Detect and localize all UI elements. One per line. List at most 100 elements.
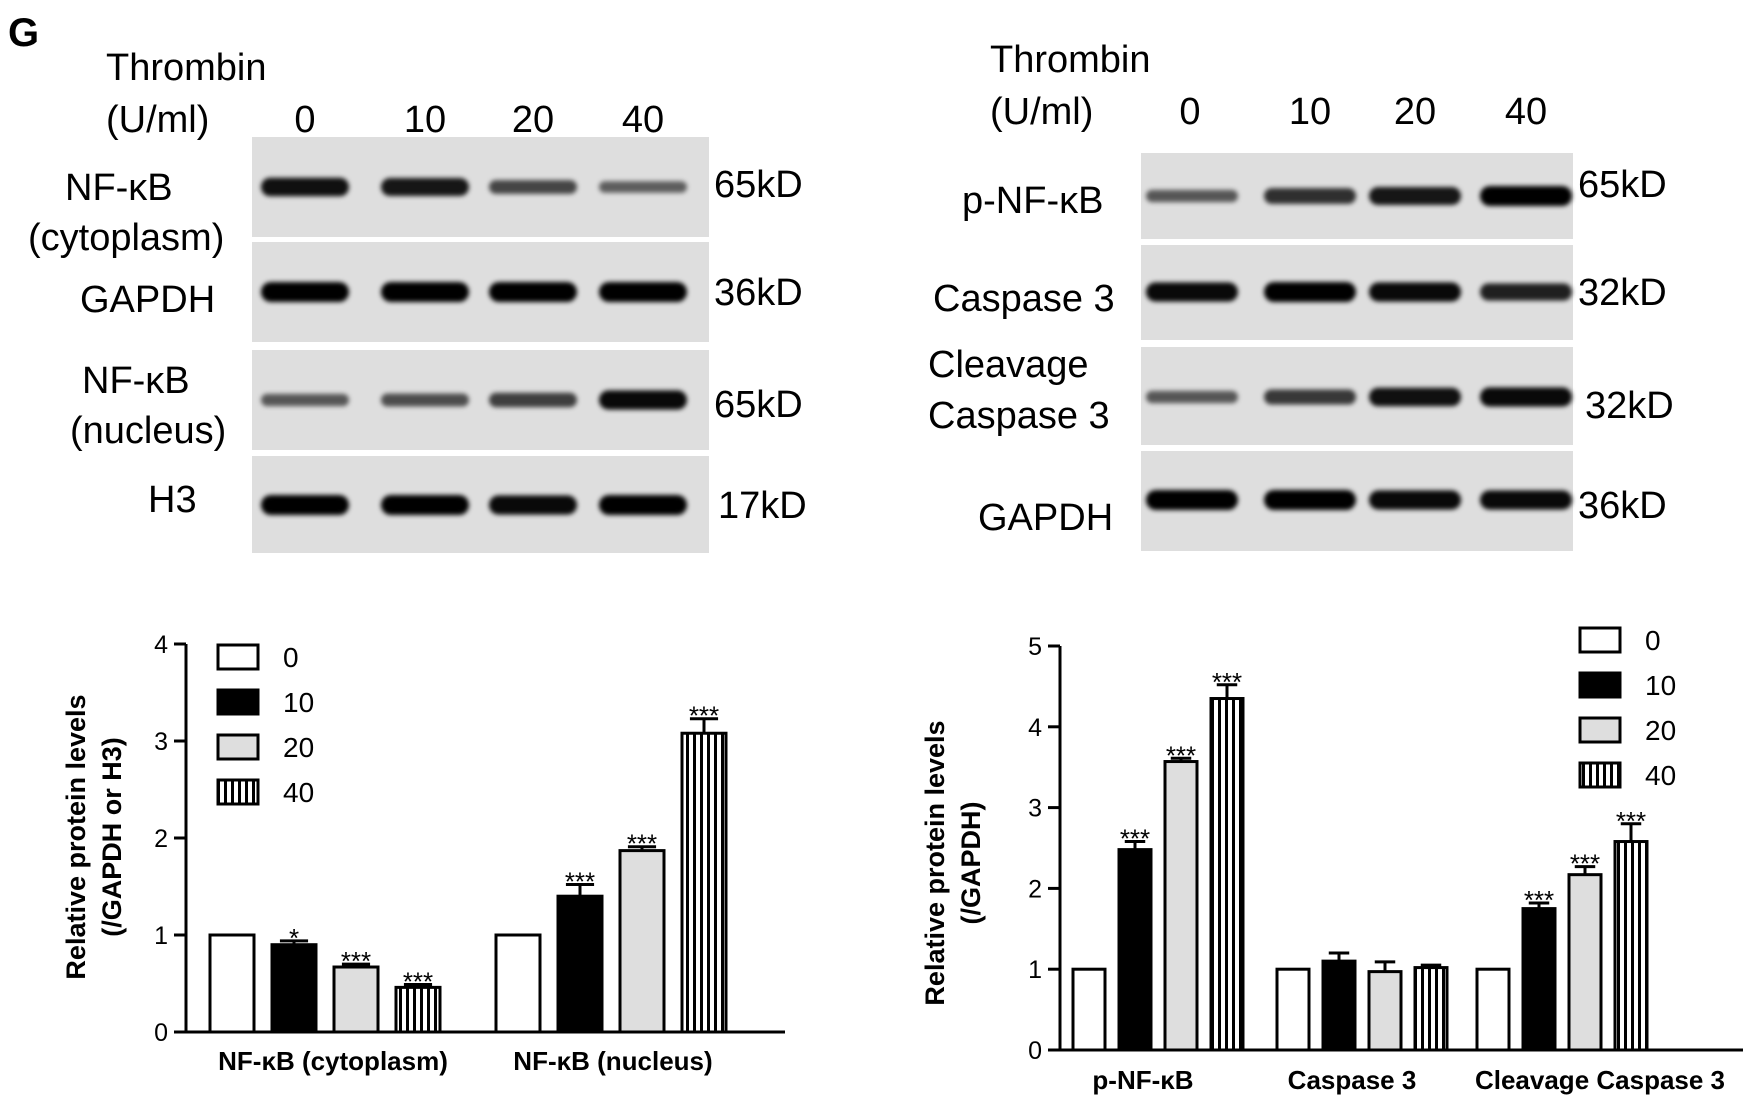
panel-label: G — [8, 11, 39, 55]
blot-row-label: NF-κB — [65, 167, 173, 209]
blot-band — [599, 390, 687, 410]
blot-row-label: (cytoplasm) — [28, 217, 224, 259]
blot-band — [381, 495, 469, 515]
legend-label: 40 — [1645, 760, 1676, 791]
blot-band — [489, 392, 577, 408]
left-blot-lane-label: 10 — [404, 99, 446, 141]
y-tick-label: 2 — [1028, 875, 1042, 903]
legend-swatch — [1578, 671, 1622, 699]
blot-band — [489, 180, 577, 194]
blot-row-label: GAPDH — [978, 497, 1113, 539]
blot-row-label: Caspase 3 — [933, 278, 1115, 320]
bar — [1071, 967, 1107, 1052]
bar — [1117, 848, 1153, 1052]
significance-label: *** — [1212, 667, 1242, 697]
bar — [332, 965, 380, 1034]
y-tick-label: 5 — [1028, 633, 1042, 661]
bar — [494, 933, 542, 1034]
category-label: Caspase 3 — [1288, 1065, 1417, 1095]
legend-label: 40 — [283, 777, 314, 808]
blot-band — [1146, 189, 1238, 203]
significance-label: *** — [1570, 849, 1600, 879]
y-tick-label: 0 — [154, 1019, 168, 1047]
bar — [208, 933, 256, 1034]
blot-row-caspase3: Caspase 3 32kD — [933, 245, 1667, 340]
left-blot-lane-label: 0 — [294, 99, 315, 141]
significance-label: *** — [1616, 806, 1646, 836]
blot-size-label: 65kD — [1578, 164, 1667, 206]
blot-band — [489, 282, 577, 302]
legend-swatch — [216, 688, 260, 716]
legend-swatch — [216, 733, 260, 761]
bar — [1521, 907, 1557, 1052]
bar — [618, 849, 666, 1034]
significance-label: *** — [403, 966, 433, 996]
blot-size-label: 65kD — [714, 384, 803, 426]
blot-band — [1146, 390, 1238, 404]
right-blot-treatment-label: Thrombin — [990, 39, 1151, 81]
significance-label: *** — [1120, 824, 1150, 854]
bar — [1413, 966, 1449, 1052]
blot-band — [261, 393, 349, 407]
blot-row-label: Cleavage — [928, 344, 1089, 386]
right-blot: Thrombin (U/ml) 0 10 20 40 p-NF-κB 65kD … — [928, 39, 1674, 551]
legend-swatch — [216, 643, 260, 671]
y-axis-label: (/GAPDH) — [956, 802, 986, 925]
blot-band — [261, 282, 349, 302]
left-blot-lane-labels: 0 10 20 40 — [294, 99, 664, 141]
bar — [1321, 959, 1357, 1052]
y-tick-label: 1 — [1028, 956, 1042, 984]
y-tick-label: 2 — [154, 825, 168, 853]
legend-label: 20 — [283, 732, 314, 763]
right-blot-lane-label: 0 — [1179, 91, 1200, 133]
blot-band — [599, 282, 687, 302]
y-tick-label: 4 — [1028, 714, 1042, 742]
blot-row-nfkb-cytoplasm: NF-κB (cytoplasm) 65kD — [28, 137, 803, 259]
legend-label: 20 — [1645, 715, 1676, 746]
bar — [1613, 840, 1649, 1052]
y-axis-label: (/GAPDH or H3) — [97, 737, 127, 937]
bar — [270, 943, 318, 1034]
blot-band — [1369, 282, 1461, 302]
blot-size-label: 17kD — [718, 485, 807, 527]
significance-label: *** — [689, 701, 719, 731]
significance-label: *** — [1524, 885, 1554, 915]
blot-band — [1480, 490, 1572, 510]
blot-band — [1146, 490, 1238, 510]
blot-row-label: Caspase 3 — [928, 395, 1110, 437]
blot-band — [381, 393, 469, 407]
legend-label: 10 — [283, 687, 314, 718]
blot-band — [1369, 387, 1461, 407]
bar — [394, 985, 442, 1034]
blot-row-label: p-NF-κB — [962, 180, 1103, 222]
blot-size-label: 65kD — [714, 164, 803, 206]
legend-swatch — [1578, 761, 1622, 789]
right-blot-lane-label: 40 — [1505, 91, 1547, 133]
bar — [1163, 760, 1199, 1052]
blot-size-label: 36kD — [1578, 485, 1667, 527]
blot-band — [381, 282, 469, 302]
significance-label: *** — [341, 946, 371, 976]
right-blot-lane-labels: 0 10 20 40 — [1179, 91, 1547, 133]
blot-row-cleavage-caspase3: Cleavage Caspase 3 32kD — [928, 344, 1674, 445]
right-blot-lane-label: 20 — [1394, 91, 1436, 133]
category-label: p-NF-κB — [1092, 1065, 1193, 1095]
y-tick-label: 1 — [154, 922, 168, 950]
blot-band — [261, 177, 349, 197]
blot-row-label: GAPDH — [80, 279, 215, 321]
blot-row-gapdh: GAPDH 36kD — [978, 451, 1667, 551]
bar — [1475, 967, 1511, 1052]
blot-band — [599, 181, 687, 193]
blot-band — [261, 495, 349, 515]
right-blot-unit-label: (U/ml) — [990, 91, 1093, 133]
y-tick-label: 3 — [1028, 795, 1042, 823]
y-axis-label: Relative protein levels — [61, 694, 91, 979]
legend-swatch — [1578, 626, 1622, 654]
significance-label: *** — [565, 867, 595, 897]
left-chart: Relative protein levels (/GAPDH or H3) 0… — [61, 631, 785, 1076]
right-blot-lane-label: 10 — [1289, 91, 1331, 133]
blot-band — [599, 495, 687, 515]
blot-size-label: 36kD — [714, 272, 803, 314]
category-label: NF-κB (nucleus) — [513, 1046, 712, 1076]
significance-label: * — [289, 923, 299, 953]
